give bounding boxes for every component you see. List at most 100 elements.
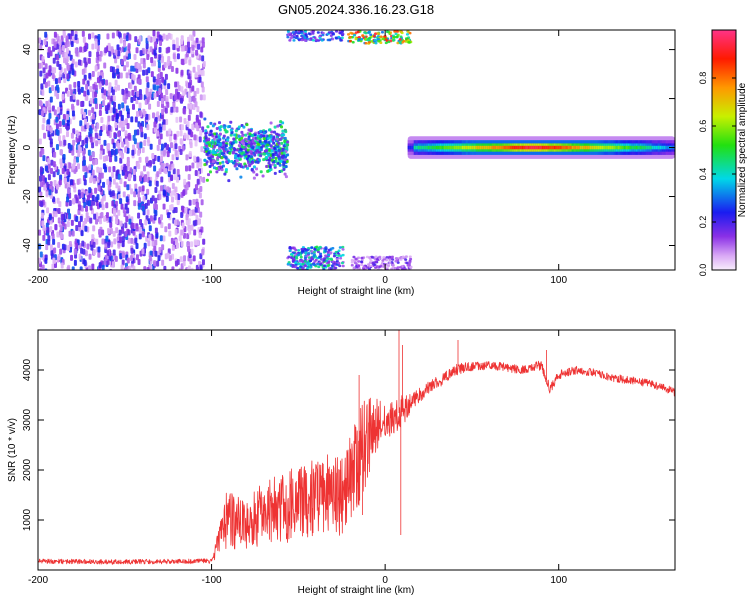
heatmap-cell bbox=[146, 54, 150, 61]
heatmap-cell bbox=[68, 230, 72, 237]
heatmap-cell bbox=[89, 192, 93, 199]
heatmap-cell bbox=[104, 47, 108, 54]
heatmap-cell bbox=[172, 44, 176, 51]
heatmap-cell bbox=[134, 237, 138, 244]
heatmap-cell bbox=[45, 72, 49, 79]
heatmap-cell bbox=[575, 145, 579, 150]
heatmap-cell bbox=[637, 145, 641, 150]
heatmap-cell bbox=[39, 251, 43, 258]
spectrogram-y-ticks: -40 -20 0 20 40 bbox=[22, 44, 675, 253]
heatmap-cell bbox=[187, 128, 191, 135]
heatmap-cell bbox=[259, 170, 263, 174]
heatmap-cell bbox=[351, 41, 355, 44]
heatmap-cell bbox=[77, 80, 81, 87]
heatmap-cell bbox=[233, 133, 237, 137]
colorbar-tick-label: 0.2 bbox=[698, 216, 708, 229]
heatmap-cell bbox=[184, 45, 188, 52]
heatmap-cell bbox=[238, 138, 242, 142]
heatmap-cell bbox=[286, 30, 290, 33]
heatmap-cell bbox=[191, 124, 195, 131]
heatmap-cell bbox=[399, 35, 403, 38]
heatmap-cell bbox=[187, 114, 191, 121]
heatmap-cell bbox=[144, 176, 148, 183]
heatmap-cell bbox=[311, 30, 315, 33]
heatmap-cell bbox=[174, 143, 178, 150]
heatmap-cell bbox=[579, 145, 583, 150]
heatmap-cell bbox=[199, 186, 203, 193]
heatmap-cell bbox=[321, 33, 325, 37]
heatmap-cell bbox=[102, 181, 106, 188]
heatmap-cell bbox=[287, 255, 291, 259]
heatmap-cell bbox=[390, 267, 394, 270]
heatmap-cell bbox=[404, 255, 408, 258]
spectrogram-heatmap bbox=[38, 30, 675, 270]
heatmap-cell bbox=[179, 149, 183, 156]
heatmap-cell bbox=[437, 145, 441, 150]
heatmap-cell bbox=[316, 31, 320, 34]
heatmap-cell bbox=[308, 266, 312, 269]
heatmap-cell bbox=[75, 197, 79, 204]
heatmap-cell bbox=[535, 145, 539, 150]
heatmap-cell bbox=[352, 266, 356, 270]
heatmap-cell bbox=[146, 136, 150, 143]
heatmap-cell bbox=[180, 240, 184, 247]
heatmap-cell bbox=[319, 252, 323, 256]
heatmap-cell bbox=[337, 35, 341, 39]
heatmap-cell bbox=[370, 255, 374, 259]
heatmap-cell bbox=[99, 167, 103, 174]
heatmap-cell bbox=[58, 179, 62, 186]
heatmap-cell bbox=[136, 142, 140, 149]
heatmap-cell bbox=[295, 255, 299, 259]
y-tick-label: 0 bbox=[22, 144, 33, 150]
heatmap-cell bbox=[151, 152, 155, 159]
heatmap-cell bbox=[117, 50, 121, 57]
heatmap-cell bbox=[89, 217, 93, 224]
heatmap-cell bbox=[273, 146, 277, 150]
heatmap-cell bbox=[48, 104, 52, 111]
heatmap-cell bbox=[195, 264, 199, 270]
heatmap-cell bbox=[162, 189, 166, 196]
heatmap-cell bbox=[148, 234, 152, 241]
heatmap-cell bbox=[138, 226, 142, 233]
heatmap-cell bbox=[73, 158, 77, 165]
heatmap-cell bbox=[124, 88, 128, 95]
heatmap-cell bbox=[180, 69, 184, 76]
heatmap-region-broadened-line bbox=[203, 117, 290, 183]
heatmap-cell bbox=[129, 83, 133, 90]
heatmap-cell bbox=[44, 63, 48, 70]
heatmap-cell bbox=[435, 145, 439, 150]
heatmap-cell bbox=[138, 233, 142, 240]
heatmap-cell bbox=[153, 49, 157, 56]
heatmap-cell bbox=[635, 145, 639, 150]
heatmap-cell bbox=[95, 238, 99, 245]
heatmap-cell bbox=[48, 189, 52, 196]
heatmap-cell bbox=[82, 165, 86, 172]
heatmap-cell bbox=[294, 36, 298, 40]
heatmap-cell bbox=[154, 209, 158, 216]
heatmap-cell bbox=[98, 229, 102, 236]
heatmap-cell bbox=[153, 245, 157, 252]
heatmap-cell bbox=[194, 71, 198, 78]
heatmap-cell bbox=[585, 145, 589, 150]
heatmap-cell bbox=[281, 147, 285, 151]
heatmap-cell bbox=[205, 160, 209, 164]
heatmap-cell bbox=[71, 58, 75, 65]
heatmap-cell bbox=[361, 34, 365, 37]
heatmap-cell bbox=[168, 230, 172, 237]
heatmap-cell bbox=[66, 266, 70, 270]
heatmap-cell bbox=[300, 259, 304, 262]
heatmap-cell bbox=[185, 165, 189, 172]
heatmap-cell bbox=[196, 202, 200, 209]
heatmap-cell bbox=[310, 257, 314, 260]
heatmap-cell bbox=[655, 145, 659, 150]
heatmap-cell bbox=[119, 220, 123, 227]
heatmap-cell bbox=[123, 55, 127, 62]
heatmap-cell bbox=[394, 32, 398, 36]
heatmap-cell bbox=[153, 126, 157, 133]
heatmap-cell bbox=[38, 229, 42, 236]
heatmap-cell bbox=[256, 148, 260, 152]
colorbar: 0.0 0.2 0.4 0.6 0.8 Normalized spectral ampl… bbox=[698, 29, 748, 276]
heatmap-cell bbox=[485, 145, 489, 150]
heatmap-cell bbox=[46, 124, 50, 131]
heatmap-cell bbox=[274, 151, 278, 155]
